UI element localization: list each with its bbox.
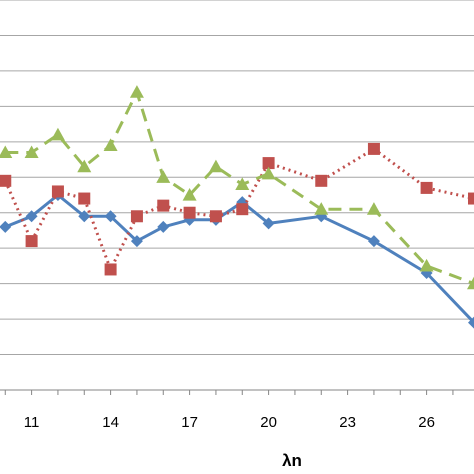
data-point-diamond <box>262 217 275 230</box>
data-point-triangle <box>314 202 329 215</box>
data-point-diamond <box>0 220 12 233</box>
data-point-square <box>420 181 433 194</box>
data-point-triangle <box>77 159 92 173</box>
series-1 <box>0 189 474 329</box>
data-point-triangle <box>103 138 118 151</box>
series-line <box>5 90 474 286</box>
x-axis <box>0 389 474 395</box>
x-tick-label: 26 <box>418 414 435 431</box>
data-point-square <box>236 203 249 216</box>
data-point-square <box>51 185 64 198</box>
data-point-triangle <box>24 145 39 159</box>
data-point-triangle <box>208 159 223 173</box>
data-point-square <box>157 199 170 212</box>
data-point-square <box>468 192 474 205</box>
data-point-square <box>262 157 275 170</box>
data-point-diamond <box>104 210 117 223</box>
x-tick-labels: 11 14 17 20 23 26 <box>24 414 435 431</box>
data-point-triangle <box>129 85 144 98</box>
data-point-square <box>78 192 91 205</box>
x-tick-label: 11 <box>24 414 40 431</box>
data-point-triangle <box>156 170 171 183</box>
data-point-diamond <box>78 210 91 223</box>
data-point-triangle <box>261 166 276 180</box>
data-point-triangle <box>235 177 250 190</box>
data-point-square <box>130 210 143 223</box>
data-point-square <box>209 210 222 223</box>
data-point-square <box>0 174 12 187</box>
data-point-square <box>25 235 38 248</box>
data-point-triangle <box>50 127 65 141</box>
data-point-square <box>183 206 196 219</box>
series-2 <box>0 142 474 276</box>
data-point-triangle <box>366 202 381 215</box>
x-tick-label: 14 <box>102 414 119 431</box>
data-point-square <box>315 174 328 187</box>
x-tick-label: 17 <box>181 414 198 431</box>
series-group <box>0 85 474 329</box>
data-point-diamond <box>157 220 170 233</box>
data-point-diamond <box>468 316 474 329</box>
x-axis-title: λn <box>282 451 302 470</box>
data-point-square <box>104 263 117 276</box>
data-point-triangle <box>419 258 434 272</box>
data-point-diamond <box>367 235 380 248</box>
data-point-diamond <box>130 235 143 248</box>
x-tick-label: 20 <box>260 414 277 431</box>
gridlines <box>0 0 474 356</box>
series-3 <box>0 85 474 290</box>
data-point-triangle <box>182 188 197 201</box>
data-point-triangle <box>467 276 474 290</box>
data-point-square <box>367 142 380 155</box>
data-point-diamond <box>25 210 38 223</box>
data-point-triangle <box>0 145 13 159</box>
x-tick-label: 23 <box>339 414 356 431</box>
